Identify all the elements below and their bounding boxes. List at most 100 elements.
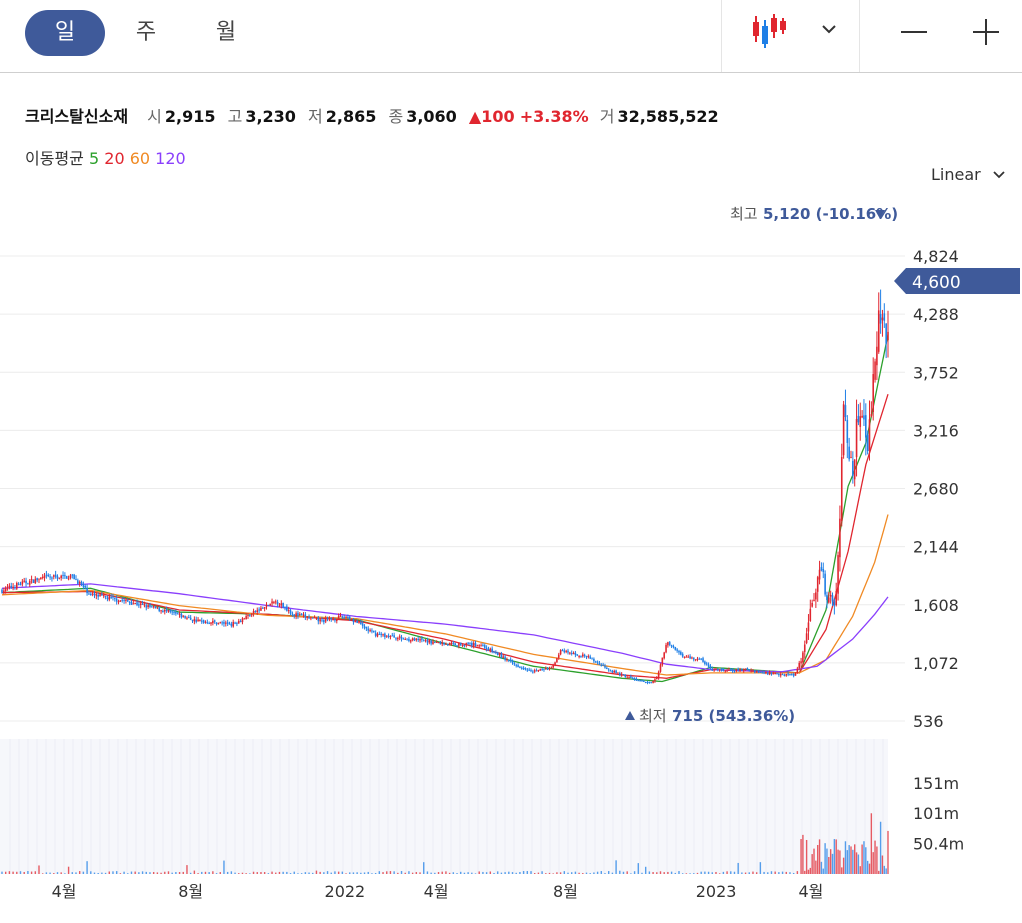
candle-body [785,674,788,676]
volume-bar [789,872,791,874]
volume-bar [275,872,277,874]
candle-body [82,584,85,587]
candle-body [744,668,747,670]
ma-20-line [2,394,889,679]
candlestick-icon[interactable] [748,12,792,52]
current-price-label: 4,600 [912,273,961,293]
candle-body [434,641,436,643]
x-tick-label: 4월 [52,882,77,901]
volume-bar [874,840,876,874]
period-month-tab[interactable]: 월 [215,20,237,45]
candle-body [273,602,275,604]
candle-body [818,569,821,580]
volume-bar [330,872,332,874]
candle-body [160,610,162,612]
candle-body [563,650,566,653]
period-day-tab[interactable]: 일 [25,10,105,56]
volume-bar [230,871,233,874]
volume-bar [445,871,447,874]
candle-body [101,594,103,596]
candle-body [883,313,886,321]
plus-icon[interactable] [971,18,1001,48]
low-annotation-label: 최저 [639,707,667,725]
volume-bar [448,872,451,874]
volume-value: 32,585,522 [617,107,719,126]
low-value: 2,865 [325,107,377,126]
candle-body [243,618,246,620]
candle-body [102,595,105,597]
volume-bar [482,871,484,874]
candle-body [6,587,9,589]
ma-60-line [1,514,889,676]
volume-bar [112,871,114,874]
candle-body [485,647,488,650]
candle-body [175,612,177,614]
candle-body [617,672,619,674]
candle-body [14,587,16,589]
candle-body [38,578,40,580]
candle-body [25,580,27,584]
volume-bar [883,865,886,874]
candle-body [820,567,823,571]
volume-bar [263,872,266,874]
volume-bar [304,872,307,874]
candle-body [276,602,279,605]
candle-body [409,639,412,642]
y-tick-label: 3,216 [913,421,959,440]
volume-bar [857,854,860,874]
volume-bar [60,872,62,874]
volume-bar [826,848,828,874]
volume-bar [559,872,562,874]
candle-body [239,621,242,623]
volume-bar [408,871,410,874]
chevron-down-icon[interactable] [820,20,838,38]
volume-bar [835,839,837,874]
change-value: 100 [481,107,515,126]
volume-bar [641,872,643,874]
volume-bar [360,872,362,874]
candle-body [398,636,401,638]
candle-body [430,640,432,644]
candle-body [256,610,259,613]
candle-body [519,667,521,669]
candle-body [816,577,819,592]
candle-body [138,604,140,606]
candle-body [280,603,283,606]
candle-body [260,607,262,611]
candle-body [604,665,606,668]
volume-bar [75,872,77,874]
scale-mode-dropdown[interactable]: Linear [931,165,1006,184]
candle-body [483,645,486,648]
candle-body [173,611,175,613]
candle-body [114,597,116,599]
volume-bar [363,872,366,874]
candle-body [282,602,284,608]
candle-body [661,657,664,665]
candle-body [868,419,871,452]
candle-body [197,619,199,622]
minus-icon[interactable] [899,18,929,48]
volume-bar [104,872,107,874]
candle-body [796,668,799,674]
candle-body [692,657,695,660]
candle-body [443,642,445,645]
candle-body [326,617,329,619]
candle-body [422,640,425,642]
candle-body [228,623,231,625]
volume-bar [378,871,381,874]
volume-bar [152,872,155,874]
candle-body [10,586,13,588]
high-annotation-label: 최고 [730,205,758,223]
candle-body [639,680,641,682]
candle-body [822,569,825,573]
volume-bar [872,852,874,874]
candle-body [498,653,501,656]
candle-body [881,317,884,321]
candle-body [754,670,756,673]
candle-body [844,405,847,418]
candle-body [539,669,542,671]
period-week-tab[interactable]: 주 [135,20,157,45]
volume-bar [711,872,713,874]
volume-bar [630,873,632,874]
candle-body [687,656,690,658]
